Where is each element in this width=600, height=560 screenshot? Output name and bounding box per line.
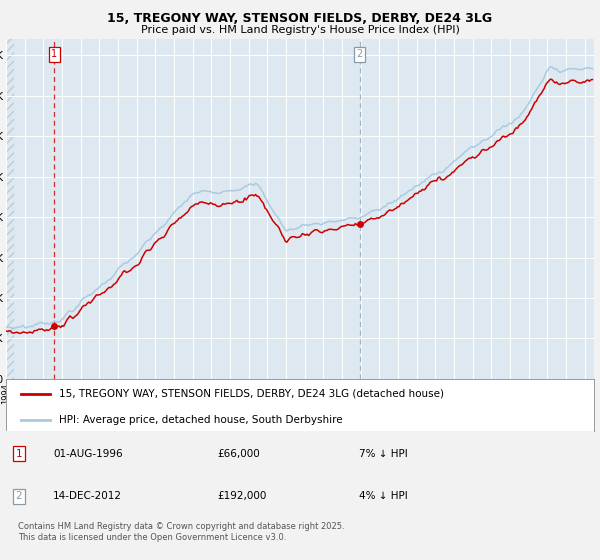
Text: 14-DEC-2012: 14-DEC-2012 xyxy=(53,492,122,501)
Text: 1: 1 xyxy=(16,449,22,459)
Text: 2: 2 xyxy=(16,492,22,501)
Text: 1: 1 xyxy=(51,49,57,59)
Text: £192,000: £192,000 xyxy=(218,492,267,501)
Text: HPI: Average price, detached house, South Derbyshire: HPI: Average price, detached house, Sout… xyxy=(59,415,343,424)
Text: 15, TREGONY WAY, STENSON FIELDS, DERBY, DE24 3LG (detached house): 15, TREGONY WAY, STENSON FIELDS, DERBY, … xyxy=(59,389,444,399)
Text: 7% ↓ HPI: 7% ↓ HPI xyxy=(359,449,407,459)
Text: 01-AUG-1996: 01-AUG-1996 xyxy=(53,449,122,459)
Text: £66,000: £66,000 xyxy=(218,449,260,459)
Text: 15, TREGONY WAY, STENSON FIELDS, DERBY, DE24 3LG: 15, TREGONY WAY, STENSON FIELDS, DERBY, … xyxy=(107,12,493,25)
Text: 2: 2 xyxy=(356,49,363,59)
Text: Contains HM Land Registry data © Crown copyright and database right 2025.
This d: Contains HM Land Registry data © Crown c… xyxy=(18,522,344,542)
Bar xyxy=(6,39,14,379)
Text: 4% ↓ HPI: 4% ↓ HPI xyxy=(359,492,407,501)
Text: Price paid vs. HM Land Registry's House Price Index (HPI): Price paid vs. HM Land Registry's House … xyxy=(140,25,460,35)
